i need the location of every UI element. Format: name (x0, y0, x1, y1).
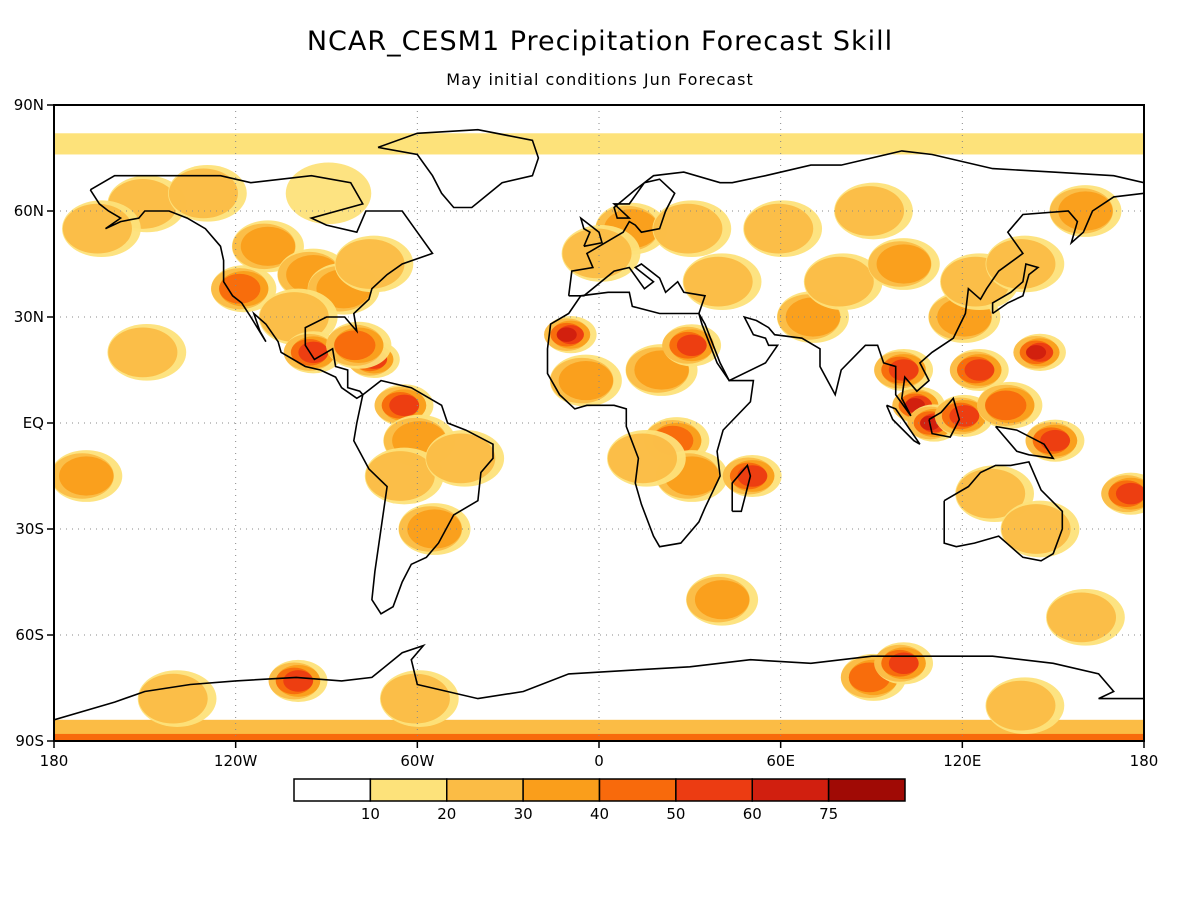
skill-field (54, 133, 1144, 741)
skill-patch-5 (334, 235, 414, 293)
x-tick-label-3: 0 (594, 752, 604, 770)
skill-patch-27 (652, 200, 732, 258)
skill-patch-15 (364, 447, 444, 505)
colorbar-swatch-1 (369, 778, 448, 802)
skill-patch-33 (834, 182, 913, 240)
skill-patch-4 (258, 288, 338, 346)
skill-patch-50 (54, 450, 123, 502)
x-tick-label-5: 120E (943, 752, 981, 770)
colorbar-label-0: 10 (361, 805, 380, 823)
colorbar-swatch-7 (827, 778, 906, 802)
coastline-south-america (352, 379, 494, 615)
coastline-australia (943, 460, 1064, 562)
skill-patch-52 (686, 573, 759, 626)
skill-patch-45 (1025, 419, 1085, 462)
colorbar-swatch-6 (751, 778, 830, 802)
skill-patch-43 (949, 348, 1009, 392)
axis-ticks: 90N 60N 30N EQ 30S 60S 90S 180 120W 60W 0 60E 120E 18… (14, 96, 1159, 770)
y-tick-label-1: 60N (14, 202, 44, 220)
colorbar-label-5: 60 (743, 805, 762, 823)
skill-patch-46 (977, 381, 1043, 429)
coastline-uk (579, 215, 604, 248)
skill-patch-24 (607, 429, 686, 487)
colorbar-label-2: 30 (514, 805, 533, 823)
skill-patch-34 (867, 238, 940, 290)
graticule (54, 105, 1144, 741)
skill-patch-49 (1101, 472, 1144, 515)
skill-patch-59 (137, 670, 217, 727)
skill-patch-7 (62, 200, 141, 258)
colorbar-swatch-3 (522, 778, 601, 802)
coastline-africa (546, 291, 755, 548)
skill-patch-37 (985, 235, 1065, 293)
skill-patch-57 (874, 642, 934, 685)
skill-patch-54 (268, 659, 328, 702)
colorbar-label-6: 75 (819, 805, 838, 823)
skill-patch-28 (561, 225, 641, 282)
skill-patch-25 (722, 454, 782, 498)
skill-band-1 (54, 733, 1144, 741)
skill-patch-0 (211, 265, 277, 313)
colorbar-swatch-0 (293, 778, 372, 802)
y-tick-label-0: 90N (14, 96, 44, 114)
skill-patch-44 (1013, 333, 1066, 371)
skill-patch-8 (168, 164, 247, 222)
skill-patch-18 (544, 316, 597, 354)
colorbar-swatch-5 (675, 778, 753, 802)
colorbar: 10 20 30 40 50 60 75 (293, 778, 906, 823)
coastline-greenland (377, 128, 540, 209)
skill-patch-51 (107, 323, 187, 381)
x-tick-label-2: 60W (400, 752, 434, 770)
coastline-eurasia (567, 150, 1144, 417)
skill-patch-19 (549, 354, 622, 407)
skill-patch-38 (1049, 185, 1122, 237)
skill-patch-21 (662, 324, 722, 367)
skill-patch-17 (425, 429, 505, 487)
chart-title: NCAR_CESM1 Precipitation Forecast Skill (306, 26, 894, 57)
y-tick-label-5: 60S (15, 626, 44, 644)
colorbar-label-3: 40 (590, 805, 609, 823)
colorbar-label-4: 50 (666, 805, 685, 823)
colorbar-label-1: 20 (437, 805, 456, 823)
coastline-antarctica (54, 643, 1144, 721)
x-tick-label-4: 60E (766, 752, 795, 770)
coastline-new-guinea (994, 425, 1055, 460)
coastline-borneo (928, 396, 961, 438)
colorbar-swatch-2 (446, 778, 524, 802)
skill-band-2 (54, 133, 1144, 155)
coastline-japan (991, 262, 1040, 315)
skill-patch-53 (1046, 588, 1125, 646)
y-tick-label-4: 30S (15, 520, 44, 538)
x-tick-label-6: 180 (1130, 752, 1159, 770)
x-tick-label-1: 120W (214, 752, 258, 770)
skill-patch-32 (803, 253, 883, 311)
chart-subtitle: May initial conditions Jun Forecast (446, 70, 754, 89)
coastline-madagascar (731, 463, 752, 513)
colorbar-swatch-4 (598, 778, 677, 802)
skill-patch-58 (985, 677, 1065, 735)
x-tick-label-0: 180 (40, 752, 69, 770)
skill-patch-48 (1000, 500, 1080, 558)
skill-patch-9 (285, 162, 372, 225)
y-tick-label-6: 90S (15, 732, 44, 750)
skill-patch-12 (326, 321, 392, 369)
y-tick-label-3: EQ (23, 414, 44, 432)
coastline-sumatra (885, 404, 921, 445)
skill-patch-13 (374, 384, 434, 427)
skill-patch-29 (682, 253, 762, 311)
coastlines (54, 128, 1144, 721)
skill-patch-30 (743, 200, 823, 258)
coastline-north-america (89, 174, 434, 400)
y-tick-label-2: 30N (14, 308, 44, 326)
skill-patch-55 (379, 670, 459, 727)
